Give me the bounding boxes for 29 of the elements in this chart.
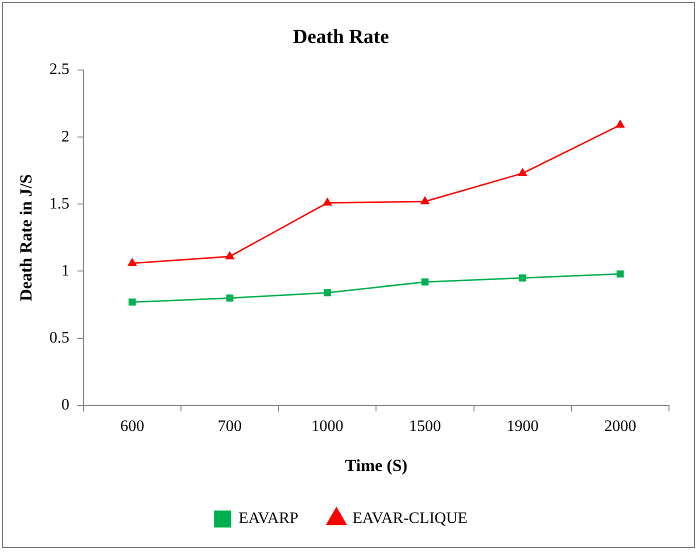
legend-label: EAVAR-CLIQUE (352, 510, 468, 528)
y-tick-label: 1 (61, 262, 70, 280)
point (421, 278, 429, 286)
chart-title: Death Rate (292, 26, 390, 48)
y-tick-label: 1.5 (49, 195, 70, 212)
point (324, 289, 331, 296)
x-tick-label: 1000 (311, 418, 344, 436)
legend-label: EAVARP (238, 510, 299, 528)
point (226, 252, 234, 260)
y-tick-label: 2 (61, 128, 70, 146)
x-tick-label: 1900 (506, 418, 539, 436)
point (226, 294, 234, 302)
x-tick-label: 1500 (409, 418, 441, 436)
point (420, 196, 430, 204)
point (128, 298, 136, 306)
x-tick-label: 2000 (604, 418, 636, 436)
point (128, 258, 136, 266)
y-axis-title: Death Rate in J/S (16, 174, 36, 302)
point (518, 168, 527, 176)
point (323, 198, 332, 206)
point (616, 120, 624, 128)
x-tick-label: 600 (120, 418, 144, 436)
point (616, 270, 624, 278)
point (519, 274, 526, 282)
y-tick-label: 2.5 (49, 61, 70, 78)
y-tick-label: 0.5 (49, 330, 70, 347)
y-tick-label: 0 (61, 396, 70, 414)
x-axis-title: Time (S) (344, 456, 408, 476)
x-tick-label: 700 (218, 418, 242, 436)
